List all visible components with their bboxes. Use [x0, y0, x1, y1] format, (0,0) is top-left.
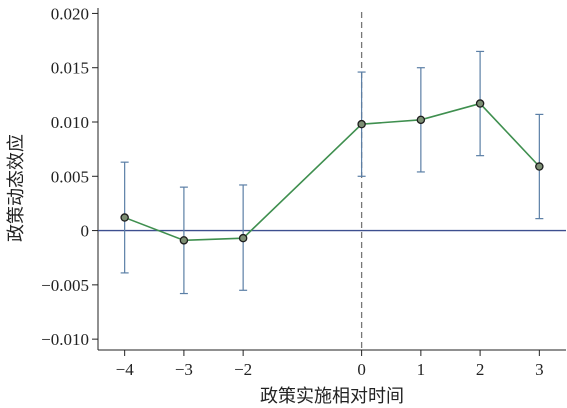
axes: 0.020 0.015 0.010 0.005 0 −0.005 −0.010 −4 −3 −2 0…: [41, 4, 566, 379]
data-point: [475, 99, 485, 108]
series-line: [124, 102, 540, 242]
data-point: [120, 213, 129, 222]
y-tick-label: 0.020: [51, 4, 89, 23]
error-bars: [120, 50, 544, 295]
data-points: [120, 99, 544, 245]
y-tick-label: 0.005: [51, 167, 89, 186]
x-tick-label: 2: [476, 360, 485, 379]
data-point: [535, 162, 544, 171]
y-tick-label: 0.010: [51, 113, 89, 132]
y-tick-label: −0.010: [41, 330, 89, 349]
x-tick-label: 3: [535, 360, 544, 379]
x-tick-label: 1: [417, 360, 426, 379]
data-point: [238, 233, 248, 243]
y-tick-label: 0.015: [51, 59, 89, 78]
data-point: [416, 115, 426, 125]
series-line-layer: [124, 102, 540, 242]
y-tick-label: 0: [81, 222, 90, 241]
reference-lines: [98, 12, 566, 350]
x-axis-title: 政策实施相对时间: [260, 386, 404, 407]
x-tick-label: −2: [234, 360, 252, 379]
data-point: [179, 236, 189, 245]
y-tick-label: −0.005: [41, 276, 89, 295]
x-tick-label: 0: [357, 360, 366, 379]
data-point: [357, 119, 366, 129]
y-axis-title: 政策动态效应: [6, 134, 27, 242]
x-tick-label: −3: [175, 360, 193, 379]
x-tick-label: −4: [116, 360, 135, 379]
